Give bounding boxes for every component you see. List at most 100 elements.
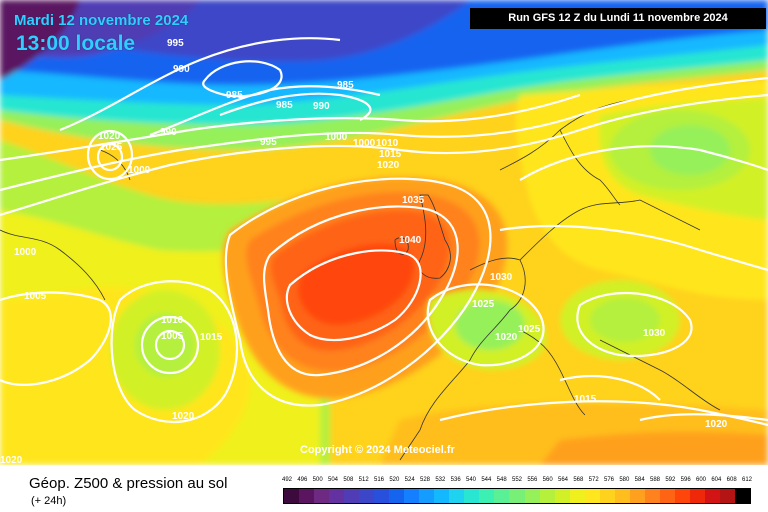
isobar-label: 1020: [705, 419, 728, 430]
legend-tick-label: 568: [573, 477, 584, 483]
isobar-label: 1015: [379, 149, 402, 160]
legend-swatch: [419, 489, 435, 503]
legend-tick-label: 516: [373, 477, 385, 483]
legend-swatch: [449, 489, 465, 503]
isobar-label: 1025: [518, 324, 541, 335]
legend-tick-label: 500: [312, 477, 323, 483]
model-run-label: Run GFS 12 Z du Lundi 11 novembre 2024: [470, 8, 766, 29]
isobar-label: 1030: [490, 272, 513, 283]
legend-tick-label: 560: [542, 477, 553, 483]
isobar-label: 1000: [353, 138, 376, 149]
isobar-label: 1010: [161, 315, 184, 326]
legend-tick-label: 492: [281, 477, 293, 483]
legend-swatch: [644, 489, 660, 503]
legend-tick-label: 508: [343, 477, 354, 483]
legend-swatch: [569, 489, 585, 503]
isobar-label: 985: [337, 80, 354, 91]
legend-swatch: [479, 489, 495, 503]
legend-tick-label: 588: [649, 477, 661, 483]
legend-tick-label: 564: [557, 477, 569, 483]
footer: Géop. Z500 & pression au sol (+ 24h) 492…: [0, 465, 768, 512]
legend-swatch: [329, 489, 345, 503]
forecast-time: 13:00 locale: [16, 32, 136, 55]
legend-tick-label: 584: [634, 477, 645, 483]
isobar-label: 1025: [100, 142, 123, 153]
legend-swatch: [554, 489, 570, 503]
legend-swatch: [719, 489, 735, 503]
legend-swatch: [584, 489, 600, 503]
legend-tick-label: 496: [297, 477, 308, 483]
map-title: Géop. Z500 & pression au sol: [29, 475, 228, 492]
isobar-label: 1035: [402, 195, 425, 206]
legend-tick-label: 556: [527, 477, 538, 483]
legend-swatch: [299, 489, 315, 503]
legend-swatch: [344, 489, 360, 503]
isobar-label: 1020: [98, 131, 121, 142]
legend-swatch: [284, 489, 300, 503]
isobar-label: 1010: [376, 138, 399, 149]
legend-swatch: [704, 489, 720, 503]
isobar-label: 1025: [472, 299, 495, 310]
legend-tick-label: 536: [450, 477, 461, 483]
legend-swatch: [389, 489, 405, 503]
forecast-offset: (+ 24h): [31, 495, 67, 507]
copyright-text: Copyright © 2024 Meteociel.fr: [300, 444, 455, 456]
isobar-label: 1000: [14, 247, 37, 258]
legend-swatch: [539, 489, 555, 503]
legend-tick-label: 504: [327, 477, 339, 483]
isobar-label: 1030: [643, 328, 666, 339]
isobar-label: 1020: [0, 455, 23, 465]
legend-tick-label: 532: [435, 477, 446, 483]
legend-tick-label: 520: [389, 477, 400, 483]
isobar-label: 990: [160, 127, 177, 138]
geopotential-field: 995 990 985 985 990 985 995 990 1020 102…: [0, 0, 768, 465]
isobar-label: 1000: [325, 132, 348, 143]
isobar-label: 1015: [574, 394, 597, 405]
legend-swatch: [599, 489, 615, 503]
legend-ticks: 492 496 500 504 508 512 516 520 524 528 532 536 540 5…: [281, 477, 752, 487]
isobar-label: 990: [313, 101, 330, 112]
isobar-label: 1020: [172, 411, 195, 422]
isobar-label: 1040: [399, 235, 422, 246]
legend-swatch: [689, 489, 705, 503]
isobar-label: 1005: [24, 291, 47, 302]
legend-swatch: [524, 489, 540, 503]
forecast-date: Mardi 12 novembre 2024: [14, 12, 189, 29]
legend-tick-label: 548: [496, 477, 507, 483]
legend-tick-label: 600: [695, 477, 707, 483]
legend-swatch: [314, 489, 330, 503]
legend-swatch: [629, 489, 645, 503]
legend-tick-label: 524: [404, 477, 415, 483]
legend-swatch: [434, 489, 450, 503]
isobar-label: 1005: [161, 331, 184, 342]
legend-tick-label: 580: [619, 477, 630, 483]
isobar-label: 995: [260, 137, 277, 148]
legend-swatch: [659, 489, 675, 503]
legend-tick-label: 540: [465, 477, 477, 483]
isobar-label: 1020: [377, 160, 400, 171]
legend-tick-label: 528: [419, 477, 431, 483]
legend-tick-label: 596: [680, 477, 691, 483]
legend-color-bar: [283, 488, 751, 504]
weather-map: 995 990 985 985 990 985 995 990 1020 102…: [0, 0, 768, 465]
isobars: [0, 37, 768, 427]
isobar-label: 985: [226, 90, 243, 101]
isobar-label: 995: [167, 38, 184, 49]
legend-tick-label: 608: [726, 477, 737, 483]
legend-tick-label: 572: [588, 477, 599, 483]
legend-tick-label: 544: [481, 477, 492, 483]
legend-tick-label: 604: [711, 477, 722, 483]
legend-swatch: [734, 489, 750, 503]
legend-tick-label: 576: [603, 477, 615, 483]
legend-swatch: [374, 489, 390, 503]
legend-swatch: [359, 489, 375, 503]
isobar-label: 990: [173, 64, 190, 75]
isobar-labels: 995 990 985 985 990 985 995 990 1020 102…: [0, 38, 728, 465]
legend-swatch: [509, 489, 525, 503]
legend-tick-label: 512: [358, 477, 369, 483]
legend-swatch: [404, 489, 420, 503]
legend-swatch: [464, 489, 480, 503]
isobar-label: 985: [276, 100, 293, 111]
legend-swatch: [674, 489, 690, 503]
isobar-label: 1015: [200, 332, 223, 343]
